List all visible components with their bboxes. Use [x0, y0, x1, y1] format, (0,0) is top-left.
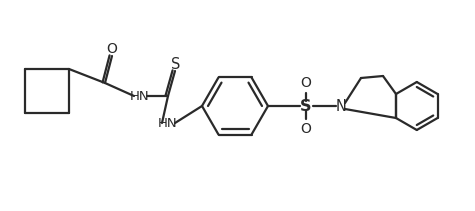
Text: S: S: [300, 99, 312, 114]
Text: O: O: [301, 76, 312, 90]
Text: S: S: [171, 57, 180, 72]
Text: O: O: [301, 122, 312, 136]
Text: O: O: [106, 42, 117, 56]
Text: HN: HN: [130, 89, 150, 103]
Text: HN: HN: [158, 116, 178, 130]
Text: N: N: [335, 99, 346, 114]
